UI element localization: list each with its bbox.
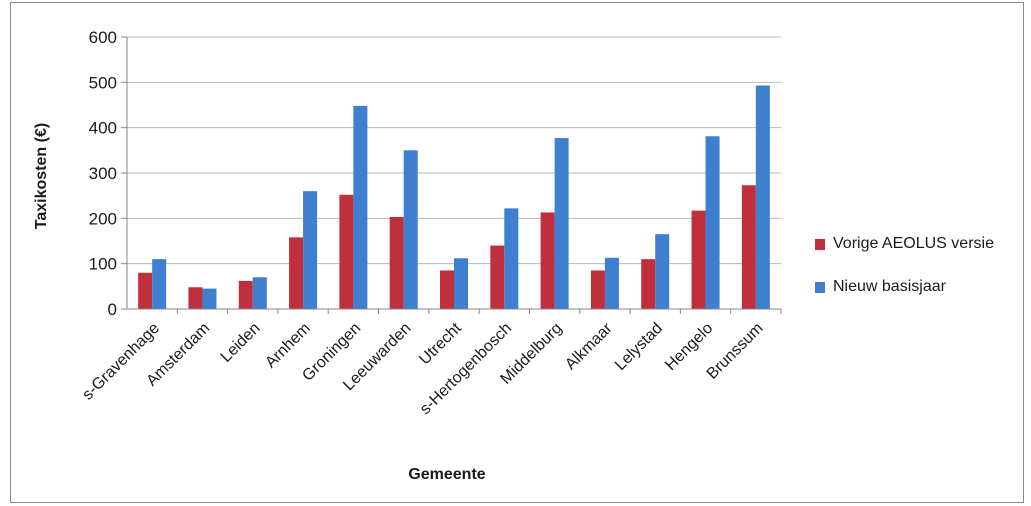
bar-nieuw bbox=[655, 234, 670, 309]
y-tick-label: 200 bbox=[89, 209, 117, 228]
bar-nieuw bbox=[353, 105, 368, 309]
bars bbox=[138, 85, 770, 309]
bar-nieuw bbox=[705, 136, 720, 309]
y-tick-label: 400 bbox=[89, 119, 117, 138]
bar-nieuw bbox=[604, 257, 619, 309]
x-tick-label: s-Gravenhage bbox=[79, 320, 163, 404]
legend-swatch-nieuw bbox=[815, 281, 825, 293]
bar-vorige bbox=[691, 210, 706, 309]
y-tick-label: 600 bbox=[89, 28, 117, 47]
bar-vorige bbox=[138, 272, 153, 309]
legend: Vorige AEOLUS versie Nieuw basisjaar bbox=[815, 233, 994, 319]
bar-vorige bbox=[188, 287, 203, 309]
bar-vorige bbox=[590, 270, 605, 309]
legend-label-nieuw: Nieuw basisjaar bbox=[833, 278, 946, 295]
bar-vorige bbox=[389, 216, 404, 309]
bar-nieuw bbox=[554, 138, 569, 309]
legend-item-nieuw: Nieuw basisjaar bbox=[815, 276, 994, 298]
y-tick-labels: 0 100 200 300 400 500 600 bbox=[89, 28, 117, 319]
bar-nieuw bbox=[504, 208, 519, 309]
x-tick-label: Utrecht bbox=[416, 319, 465, 368]
bar-chart: 0 100 200 300 400 500 600 s-GravenhageAmsterda… bbox=[33, 28, 782, 483]
y-tick-label: 300 bbox=[89, 164, 117, 183]
chart-frame: 0 100 200 300 400 500 600 s-Gravenhage Amsterda… bbox=[10, 2, 1024, 503]
x-tick-label: s-Hertogenbosch bbox=[417, 320, 515, 418]
legend-label-vorige: Vorige AEOLUS versie bbox=[833, 235, 994, 252]
legend-item-vorige: Vorige AEOLUS versie bbox=[815, 233, 994, 255]
y-tick-label: 0 bbox=[108, 300, 117, 319]
y-axis-title: Taxikosten (€) bbox=[33, 123, 50, 229]
bar-nieuw bbox=[454, 258, 468, 309]
bar-vorige bbox=[741, 185, 756, 309]
gridlines bbox=[127, 36, 781, 265]
bar-vorige bbox=[540, 212, 555, 309]
bar-vorige bbox=[339, 194, 354, 309]
bar-nieuw bbox=[152, 259, 167, 309]
x-axis-title: Gemeente bbox=[408, 466, 485, 483]
bar-nieuw bbox=[303, 191, 318, 309]
bar-vorige bbox=[440, 270, 454, 309]
bar-vorige bbox=[641, 259, 656, 309]
bar-nieuw bbox=[403, 150, 418, 309]
x-tick-label: Leiden bbox=[218, 320, 264, 366]
axes bbox=[121, 36, 782, 314]
x-tick-label: Arnhem bbox=[262, 320, 314, 372]
bar-nieuw bbox=[202, 288, 217, 309]
x-tick-label: Alkmaar bbox=[562, 319, 616, 373]
bar-vorige bbox=[238, 280, 253, 309]
y-tick-label: 100 bbox=[89, 255, 117, 274]
bar-nieuw bbox=[755, 85, 770, 309]
x-tick-label: Lelystad bbox=[612, 320, 666, 374]
bar-vorige bbox=[289, 237, 304, 309]
legend-swatch-vorige bbox=[815, 238, 825, 250]
bar-nieuw bbox=[252, 277, 267, 309]
bar-vorige bbox=[490, 245, 505, 309]
y-tick-label: 500 bbox=[89, 73, 117, 92]
